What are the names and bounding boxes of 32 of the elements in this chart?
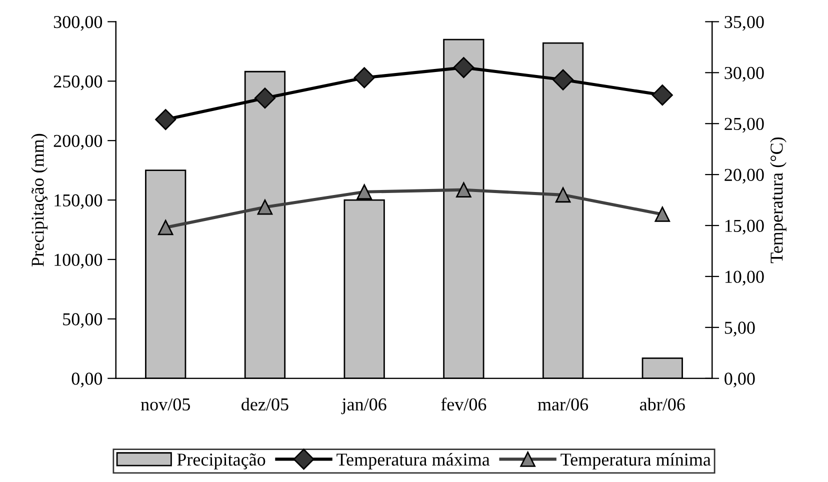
legend-label: Temperatura mínima [560,452,711,470]
y2-tick-label: 10,00 [725,270,764,286]
point [453,57,474,78]
y2-tick-label: 20,00 [724,168,764,184]
y2-tick-label: 35,00 [724,16,764,31]
point [354,67,375,88]
y2-tick-label: 30,00 [724,66,764,82]
point [155,109,176,130]
y-tick-label: 200,00 [54,134,102,150]
legend-label: Temperatura máxima [336,452,490,470]
y-tick-label: 100,00 [54,254,102,269]
legend-label: Precipitação [177,453,266,470]
y2-tick-label: 15,00 [725,220,764,235]
y2-tick-label: 0,00 [724,372,755,388]
y-axis-title: Precipitação (mm) [31,134,48,266]
point [652,84,673,106]
y-tick-label: 250,00 [54,75,102,90]
x-tick-label: nov/05 [140,398,190,411]
y2-axis-title: Temperatura (°C) [770,137,786,264]
y-tick-label: 50,00 [63,313,102,328]
point [254,88,276,109]
x-tick-label: mar/06 [538,398,588,411]
x-tick-label: dez/05 [242,398,288,411]
point [552,69,574,90]
y-tick-label: 0,00 [72,372,102,388]
y2-tick-label: 25,00 [724,118,764,133]
x-tick-label: jan/06 [341,398,386,414]
x-tick-label: abr/06 [640,398,685,411]
y2-tick-label: 5,00 [724,322,755,336]
y-tick-label: 150,00 [54,194,102,210]
y-tick-label: 300,00 [54,16,102,31]
x-tick-label: fev/06 [441,398,486,411]
